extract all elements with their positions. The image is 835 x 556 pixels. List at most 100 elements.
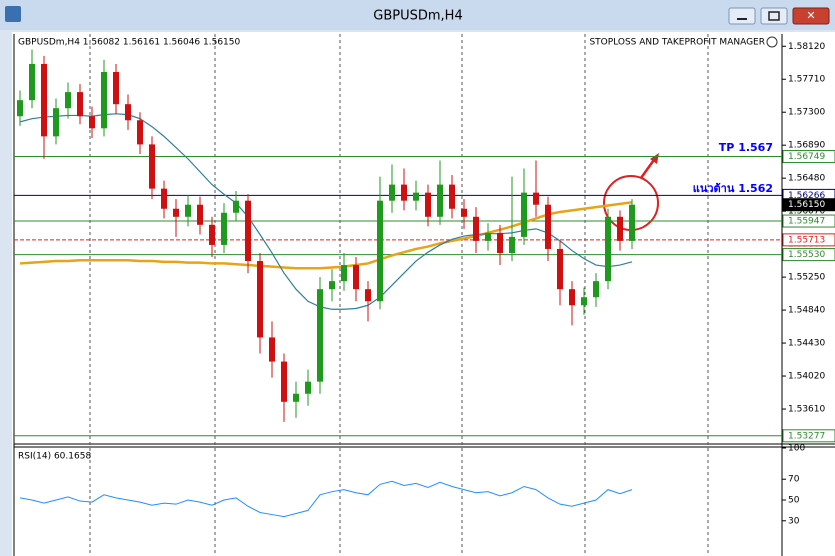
candle-body — [617, 216, 623, 241]
candle-body — [425, 192, 431, 217]
candle-body — [305, 381, 311, 394]
y-tick-label: 30 — [788, 516, 800, 526]
candle-body — [533, 192, 539, 205]
level-label: 1.55947 — [788, 217, 825, 227]
moving-average — [19, 113, 633, 310]
candle-body — [593, 281, 599, 298]
minimize-button[interactable] — [728, 7, 756, 25]
candle-body — [605, 216, 611, 282]
candle-body — [29, 63, 35, 101]
level-label: 1.56749 — [788, 152, 825, 162]
close-icon: ✕ — [806, 9, 815, 22]
candle-body — [497, 232, 503, 253]
candle-body — [257, 261, 263, 338]
y-tick-label: 100 — [788, 444, 805, 454]
candle-body — [353, 265, 359, 290]
level-tag — [782, 248, 835, 262]
candle-body — [221, 212, 227, 245]
level-tag — [782, 198, 835, 212]
candle-body — [137, 120, 143, 145]
candle-body — [413, 192, 419, 201]
level-label: 1.55530 — [788, 250, 825, 260]
y-tick-label: 1.57300 — [788, 108, 825, 118]
window-controls: ✕ — [728, 7, 830, 25]
candle-body — [113, 72, 119, 105]
level-label: 1.55713 — [788, 235, 825, 245]
candle-body — [449, 184, 455, 209]
level-tag — [782, 150, 835, 164]
level-label: 1.53277 — [788, 431, 825, 441]
candle-body — [437, 184, 443, 217]
rsi-line — [19, 480, 633, 518]
y-tick-label: 1.58120 — [788, 42, 825, 52]
y-tick-label: 1.54430 — [788, 339, 825, 349]
candle-body — [77, 92, 83, 117]
annotation: แนวต้าน 1.562 — [693, 182, 773, 195]
moving-average — [19, 201, 633, 270]
window-title: GBPUSDm,H4 — [373, 9, 462, 24]
y-tick-label: 1.54840 — [788, 306, 825, 316]
maximize-button[interactable] — [760, 7, 788, 25]
annotation: TP 1.567 — [719, 141, 773, 154]
candle-body — [53, 108, 59, 137]
level-label: 1.56266 — [788, 191, 825, 201]
candle-body — [509, 236, 515, 253]
candle-body — [41, 63, 47, 137]
arrow-head — [650, 153, 659, 164]
candle-body — [281, 361, 287, 402]
candle-body — [161, 188, 167, 209]
candle-body — [65, 92, 71, 109]
chart-background — [12, 32, 835, 556]
candle-body — [485, 232, 491, 241]
candle-body — [329, 281, 335, 290]
candle-body — [101, 72, 107, 129]
candle-body — [209, 224, 215, 245]
candle-body — [185, 204, 191, 217]
level-label: 1.56150 — [788, 200, 825, 210]
y-tick-label: 70 — [788, 475, 800, 485]
candle-body — [245, 200, 251, 262]
candle-body — [545, 204, 551, 249]
candle-body — [569, 289, 575, 306]
candle-body — [629, 204, 635, 241]
candle-body — [17, 100, 23, 117]
candle-body — [293, 393, 299, 402]
indicator-label: STOPLOSS AND TAKEPROFIT MANAGER — [589, 38, 765, 48]
level-tag — [782, 429, 835, 443]
candle-body — [125, 104, 131, 121]
candle-body — [149, 144, 155, 189]
candle-body — [89, 116, 95, 129]
candle-body — [377, 200, 383, 302]
y-tick-label: 1.56890 — [788, 141, 825, 151]
candle-body — [233, 200, 239, 213]
candle-body — [269, 337, 275, 362]
candle-body — [473, 216, 479, 241]
candle-body — [317, 289, 323, 382]
y-tick-label: 1.54020 — [788, 372, 825, 382]
close-button[interactable] — [792, 7, 830, 25]
candle-body — [173, 208, 179, 217]
app-icon — [5, 6, 21, 22]
y-tick-label: 1.56480 — [788, 174, 825, 184]
indicator-icon[interactable] — [766, 36, 778, 48]
candle-body — [365, 289, 371, 302]
candle-body — [341, 265, 347, 282]
candle-body — [197, 204, 203, 225]
candle-body — [401, 184, 407, 201]
y-tick-label: 1.53610 — [788, 405, 825, 415]
rsi-label: RSI(14) 60.1658 — [18, 452, 91, 462]
candle-body — [389, 184, 395, 201]
level-tag — [782, 233, 835, 247]
level-tag — [782, 214, 835, 228]
candle-body — [581, 297, 587, 306]
title-bar — [0, 0, 835, 30]
y-tick-label: 50 — [788, 496, 800, 506]
y-tick-label: 1.57710 — [788, 75, 825, 85]
candle-body — [521, 192, 527, 237]
y-tick-label: 1.55250 — [788, 273, 825, 283]
chart-header: GBPUSDm,H4 1.56082 1.56161 1.56046 1.561… — [18, 38, 241, 48]
maximize-icon — [768, 11, 780, 21]
y-tick-label: 1.56070 — [788, 207, 825, 217]
candle-body — [557, 248, 563, 290]
